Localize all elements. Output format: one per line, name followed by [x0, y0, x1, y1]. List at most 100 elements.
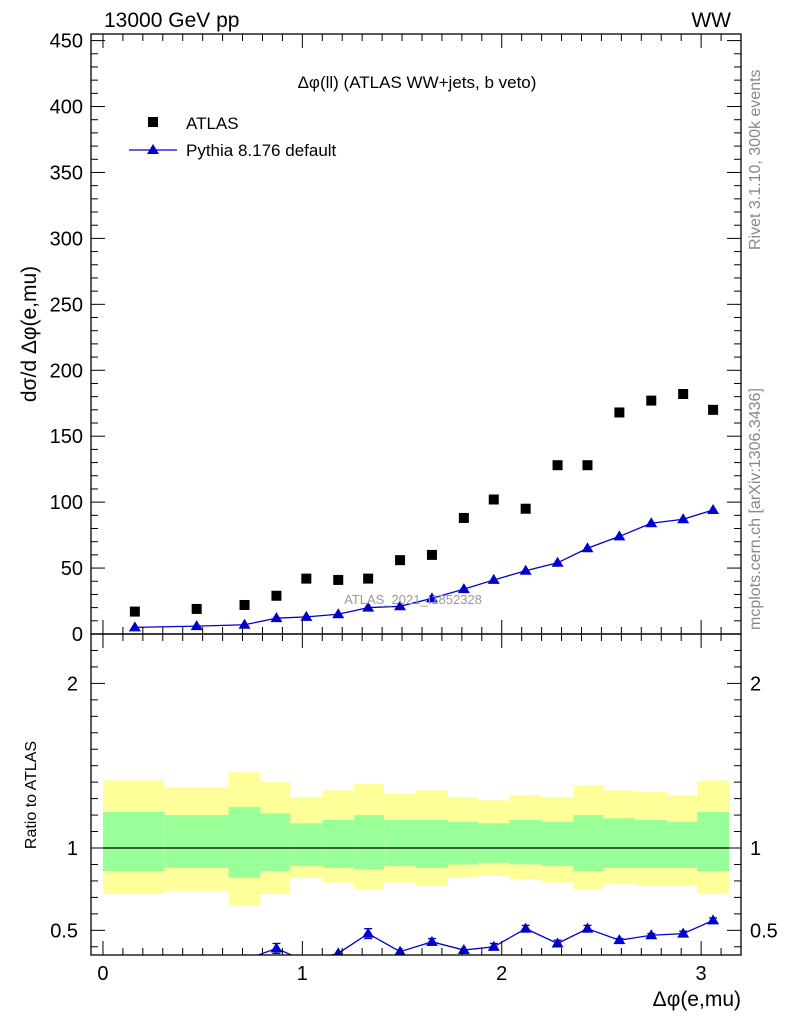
ratio-inner-band — [322, 820, 355, 868]
ratio-y-tick-label-right: 0.5 — [750, 920, 778, 942]
main-data-layer — [128, 389, 720, 632]
atlas-point — [395, 555, 406, 566]
pythia-point — [270, 612, 283, 623]
pythia-point — [677, 513, 690, 524]
pythia-point — [487, 573, 500, 584]
atlas-point — [708, 404, 719, 415]
pythia-point — [519, 564, 532, 575]
ratio-inner-band — [102, 811, 165, 872]
atlas-point — [458, 512, 469, 523]
atlas-point — [363, 573, 374, 584]
x-tick-label: 3 — [696, 963, 707, 985]
main-title: Δφ(ll) (ATLAS WW+jets, b veto) — [298, 73, 537, 92]
ratio-pythia-point — [645, 929, 658, 940]
atlas-point — [271, 590, 282, 601]
pythia-point — [457, 583, 470, 594]
ratio-pythia-point — [129, 959, 141, 969]
pythia-point — [238, 618, 251, 629]
ratio-pythia-point — [191, 956, 203, 966]
main-y-axis-label: dσ/d Δφ(e,mu) — [18, 266, 41, 402]
ratio-pythia-point — [270, 942, 283, 953]
atlas-point — [426, 549, 437, 560]
pythia-point — [707, 504, 720, 515]
pythia-point — [190, 620, 203, 631]
ratio-pythia-line — [256, 919, 714, 955]
x-axis-label: Δφ(e,mu) — [653, 988, 741, 1011]
y-tick-label: 100 — [50, 492, 83, 514]
atlas-point — [646, 395, 657, 406]
ratio-y-tick-label: 1 — [67, 838, 78, 860]
atlas-point — [520, 503, 531, 514]
main-panel: 0 50 100 150 200 250 300 350 400 450 Δφ(ll) (ATLA… — [18, 31, 742, 646]
ratio-frame — [90, 633, 742, 956]
y-tick-label: 450 — [50, 31, 83, 53]
atlas-point — [129, 606, 140, 617]
ratio-y-tick-label-right: 2 — [750, 673, 761, 695]
ratio-inner-band — [477, 823, 510, 863]
ratio-inner-band — [164, 815, 229, 868]
ratio-inner-band — [697, 811, 730, 872]
header-left-label: 13000 GeV pp — [104, 9, 239, 32]
legend-pythia-label: Pythia 8.176 default — [186, 141, 337, 160]
ratio-axis-ticks: 0.5 0.5 1 1 2 2 0 1 2 3 — [50, 634, 778, 985]
ratio-y-tick-label: 0.5 — [50, 920, 78, 942]
pythia-point — [394, 600, 407, 611]
y-tick-label: 250 — [50, 294, 83, 316]
ratio-pythia-point — [581, 922, 594, 933]
ratio-panel: 0.5 0.5 1 1 2 2 0 1 2 3 Ratio to ATLAS Δφ(e,mu) — [23, 633, 778, 1011]
ratio-inner-band — [667, 821, 698, 868]
ratio-inner-band — [447, 821, 478, 865]
ratio-y-tick-label: 2 — [67, 673, 78, 695]
y-tick-label: 300 — [50, 228, 83, 250]
ratio-pythia-point — [333, 947, 343, 955]
ratio-pythia-point — [457, 944, 470, 955]
y-tick-label: 0 — [72, 624, 83, 646]
rivet-version-label: Rivet 3.1.10, 300k events — [747, 69, 764, 250]
pythia-point — [128, 621, 141, 632]
x-tick-label: 1 — [297, 963, 308, 985]
main-axis-ticks: 0 50 100 150 200 250 300 350 400 450 — [50, 31, 741, 646]
ratio-y-tick-label-right: 1 — [750, 838, 761, 860]
y-tick-label: 400 — [50, 97, 83, 119]
ratio-inner-band — [354, 815, 385, 870]
header-right-label: WW — [691, 9, 731, 32]
ratio-pythia-point — [394, 945, 406, 955]
atlas-point — [333, 574, 344, 585]
atlas-point — [488, 494, 499, 505]
atlas-point — [582, 460, 593, 471]
ratio-inner-band — [416, 820, 448, 868]
ratio-pythia-point — [487, 940, 500, 951]
atlas-point — [552, 460, 563, 471]
atlas-point — [301, 573, 312, 584]
legend-atlas-marker — [148, 117, 158, 127]
pythia-point — [332, 608, 345, 619]
ratio-pythia-point — [519, 922, 532, 933]
ratio-inner-band — [384, 820, 416, 867]
y-tick-label: 50 — [61, 558, 83, 580]
ratio-inner-band — [541, 821, 574, 867]
ratio-inner-band — [260, 813, 291, 872]
ratio-pythia-point — [613, 934, 626, 945]
atlas-point — [678, 389, 689, 399]
analysis-watermark: ATLAS_2021_I1852328 — [344, 592, 482, 607]
atlas-point — [614, 407, 625, 418]
ratio-inner-band — [573, 815, 604, 872]
mcplots-label: mcplots.cern.ch [arXiv:1306.3436] — [747, 388, 764, 630]
y-tick-label: 200 — [50, 360, 83, 382]
y-tick-label: 150 — [50, 426, 83, 448]
legend: ATLAS Pythia 8.176 default — [129, 114, 337, 160]
pythia-point — [645, 517, 658, 528]
ratio-pythia-point — [551, 937, 564, 948]
ratio-inner-band — [635, 820, 668, 868]
ratio-inner-band — [509, 820, 542, 865]
pythia-point — [581, 542, 594, 553]
ratio-pythia-point — [677, 927, 690, 938]
x-tick-label: 0 — [97, 963, 108, 985]
ratio-y-axis-label: Ratio to ATLAS — [23, 741, 40, 849]
pythia-point — [300, 610, 313, 621]
ratio-inner-band — [603, 818, 636, 868]
pythia-point — [613, 530, 626, 541]
ratio-inner-band — [228, 806, 261, 878]
ratio-inner-band — [290, 823, 323, 867]
